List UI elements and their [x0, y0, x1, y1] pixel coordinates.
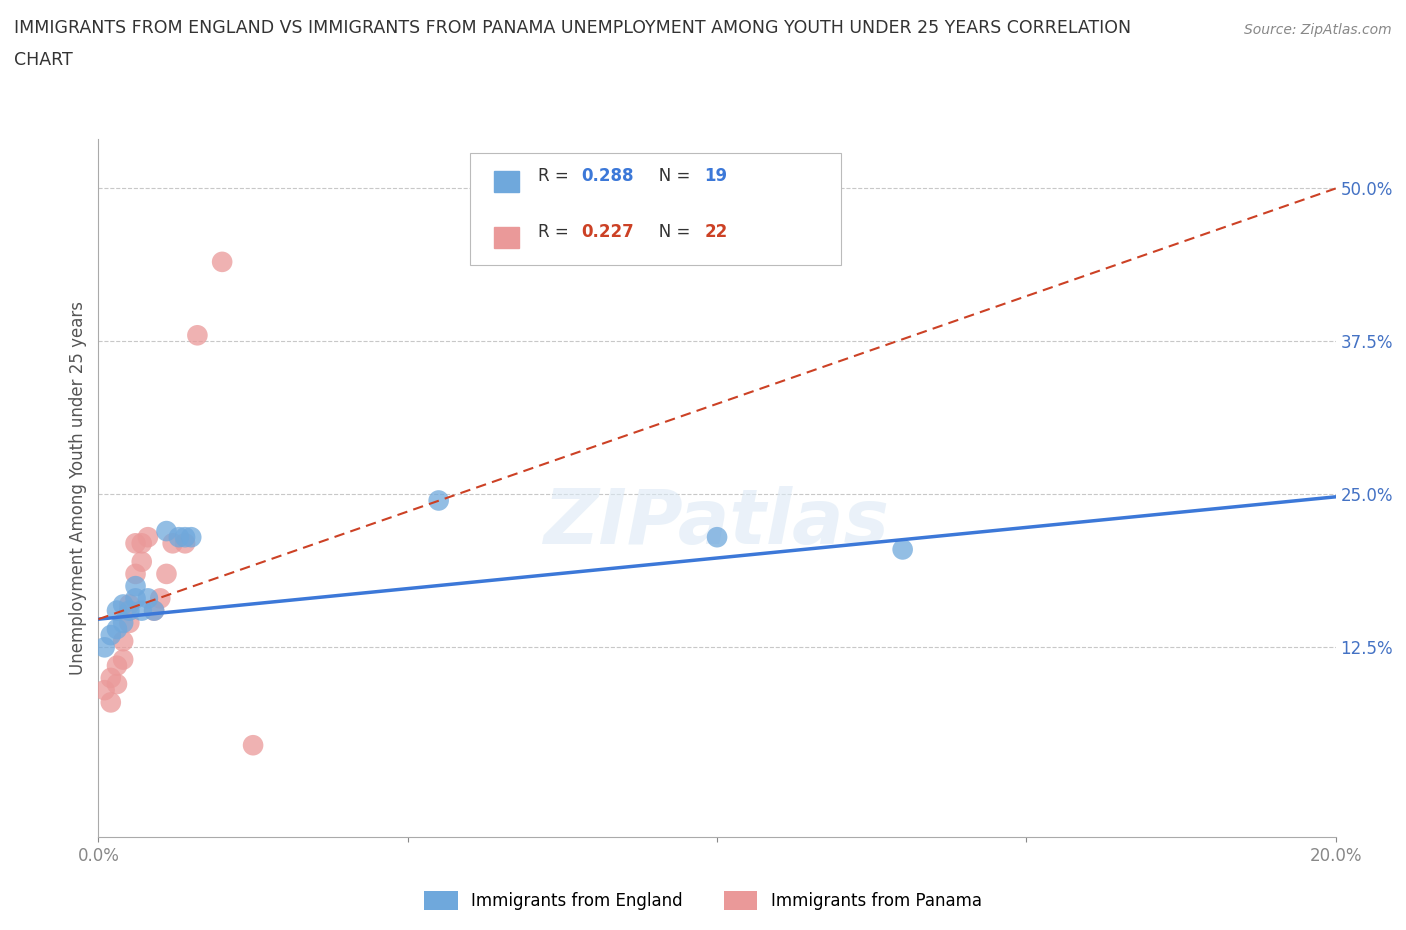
- Point: [167, 530, 190, 545]
- Point: [124, 578, 146, 593]
- FancyBboxPatch shape: [470, 153, 841, 265]
- Point: [124, 591, 146, 605]
- Bar: [495, 227, 519, 247]
- Point: [105, 658, 128, 673]
- Text: N =: N =: [643, 222, 696, 241]
- Point: [118, 597, 141, 612]
- Text: 0.288: 0.288: [581, 166, 634, 185]
- Point: [174, 536, 197, 551]
- Text: 19: 19: [704, 166, 728, 185]
- Point: [136, 530, 159, 545]
- Point: [891, 542, 914, 557]
- Y-axis label: Unemployment Among Youth under 25 years: Unemployment Among Youth under 25 years: [69, 301, 87, 675]
- Text: R =: R =: [537, 222, 574, 241]
- Point: [155, 524, 177, 538]
- Point: [162, 536, 184, 551]
- Text: N =: N =: [643, 166, 696, 185]
- Point: [211, 255, 233, 270]
- Point: [112, 616, 135, 631]
- Point: [93, 683, 115, 698]
- Point: [186, 328, 208, 343]
- Point: [143, 604, 166, 618]
- Text: IMMIGRANTS FROM ENGLAND VS IMMIGRANTS FROM PANAMA UNEMPLOYMENT AMONG YOUTH UNDER: IMMIGRANTS FROM ENGLAND VS IMMIGRANTS FR…: [14, 19, 1132, 36]
- Point: [124, 566, 146, 581]
- Text: R =: R =: [537, 166, 574, 185]
- Point: [112, 597, 135, 612]
- Text: 22: 22: [704, 222, 728, 241]
- Point: [105, 604, 128, 618]
- Point: [105, 677, 128, 692]
- Text: 0.227: 0.227: [581, 222, 634, 241]
- Point: [242, 737, 264, 752]
- Text: Source: ZipAtlas.com: Source: ZipAtlas.com: [1244, 23, 1392, 37]
- Legend: Immigrants from England, Immigrants from Panama: Immigrants from England, Immigrants from…: [418, 884, 988, 917]
- Point: [427, 493, 450, 508]
- Point: [131, 604, 153, 618]
- Text: CHART: CHART: [14, 51, 73, 69]
- Point: [143, 604, 166, 618]
- Point: [100, 628, 122, 643]
- Point: [100, 671, 122, 685]
- Point: [100, 695, 122, 710]
- Point: [149, 591, 172, 605]
- Text: ZIPatlas: ZIPatlas: [544, 486, 890, 560]
- Point: [93, 640, 115, 655]
- Bar: [495, 171, 519, 192]
- Point: [124, 536, 146, 551]
- Point: [118, 604, 141, 618]
- Point: [131, 554, 153, 569]
- Point: [155, 566, 177, 581]
- Point: [105, 621, 128, 636]
- Point: [136, 591, 159, 605]
- Point: [174, 530, 197, 545]
- Point: [118, 616, 141, 631]
- Point: [112, 652, 135, 667]
- Point: [112, 633, 135, 648]
- Point: [180, 530, 202, 545]
- Point: [131, 536, 153, 551]
- Point: [706, 530, 728, 545]
